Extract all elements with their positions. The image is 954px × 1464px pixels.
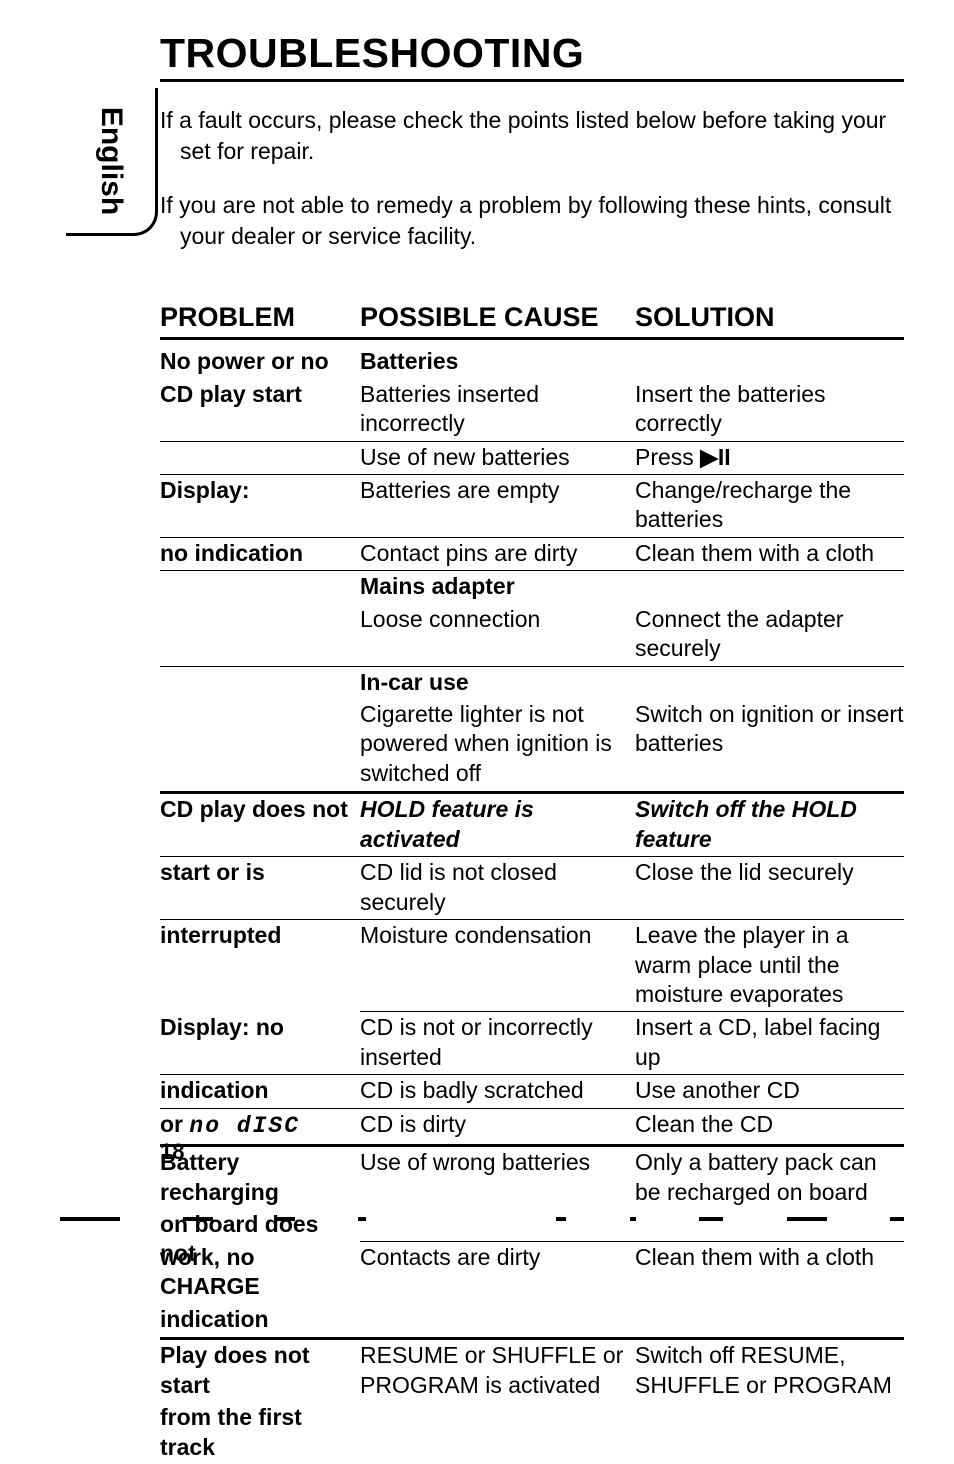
table-row: from the first track bbox=[160, 1402, 904, 1464]
table-row: In-car use bbox=[160, 667, 904, 699]
problem-cell: CD play does not bbox=[160, 795, 360, 824]
display-text: no dISC bbox=[189, 1113, 300, 1139]
table-row: Display: Batteries are empty Change/rech… bbox=[160, 475, 904, 538]
table-row: work, no CHARGE Contacts are dirty Clean… bbox=[160, 1242, 904, 1304]
cause-cell: Contact pins are dirty bbox=[360, 539, 635, 568]
table-row: Mains adapter bbox=[160, 571, 904, 603]
intro-paragraph-1: If a fault occurs, please check the poin… bbox=[160, 105, 894, 167]
cause-cell: CD is not or incorrectly inserted bbox=[360, 1013, 635, 1072]
page-title: TROUBLESHOOTING bbox=[160, 30, 904, 82]
table-row: Play does not start RESUME or SHUFFLE or… bbox=[160, 1340, 904, 1402]
header-solution: SOLUTION bbox=[635, 302, 904, 333]
problem-cell: Display: no bbox=[160, 1013, 360, 1042]
solution-cell: Change/recharge the batteries bbox=[635, 476, 904, 535]
table-row: indication CD is badly scratched Use ano… bbox=[160, 1075, 904, 1108]
table-row: CD play start Batteries inserted incorre… bbox=[160, 379, 904, 442]
cause-cell: CD is dirty bbox=[360, 1110, 635, 1139]
solution-cell: Insert a CD, label facing up bbox=[635, 1013, 904, 1072]
intro-paragraph-2: If you are not able to remedy a problem … bbox=[160, 190, 894, 252]
table-header: PROBLEM POSSIBLE CAUSE SOLUTION bbox=[160, 302, 904, 340]
page-number: 18 bbox=[160, 1139, 184, 1165]
cause-cell: Loose connection bbox=[360, 605, 635, 634]
solution-cell: Close the lid securely bbox=[635, 858, 904, 887]
cause-cell: HOLD feature is activated bbox=[360, 795, 635, 854]
problem-cell: or no dISC bbox=[160, 1110, 360, 1141]
header-cause: POSSIBLE CAUSE bbox=[360, 302, 635, 333]
header-problem: PROBLEM bbox=[160, 302, 360, 333]
table-row: interrupted Moisture condensation Leave … bbox=[160, 920, 904, 1011]
table-row: indication bbox=[160, 1304, 904, 1340]
solution-cell: Only a battery pack can be recharged on … bbox=[635, 1148, 904, 1207]
cause-cell: CD is badly scratched bbox=[360, 1076, 635, 1105]
footer-dashes bbox=[60, 1217, 904, 1223]
table-row: No power or no Batteries bbox=[160, 346, 904, 378]
solution-text: Press bbox=[635, 444, 700, 470]
solution-cell: Switch off the HOLD feature bbox=[635, 795, 904, 854]
cause-cell: Contacts are dirty bbox=[360, 1243, 635, 1272]
language-label: English bbox=[94, 106, 128, 214]
table-row: CD play does not HOLD feature is activat… bbox=[160, 794, 904, 857]
problem-text: or bbox=[160, 1111, 189, 1137]
solution-cell: Clean them with a cloth bbox=[635, 539, 904, 568]
problem-cell: work, no CHARGE bbox=[160, 1243, 360, 1302]
cause-cell: CD lid is not closed securely bbox=[360, 858, 635, 917]
cause-cell: Cigarette lighter is not powered when ig… bbox=[360, 700, 635, 788]
problem-cell: Battery recharging bbox=[160, 1148, 360, 1207]
manual-page: TROUBLESHOOTING English If a fault occur… bbox=[0, 0, 954, 1265]
cause-subheading: Mains adapter bbox=[360, 572, 635, 601]
cause-subheading: In-car use bbox=[360, 668, 635, 697]
problem-cell: from the first track bbox=[160, 1403, 360, 1462]
problem-cell: No power or no bbox=[160, 347, 360, 376]
table-row: Use of new batteries Press ▶II bbox=[160, 442, 904, 475]
troubleshooting-table: PROBLEM POSSIBLE CAUSE SOLUTION No power… bbox=[160, 302, 904, 1464]
solution-cell: Switch off RESUME, SHUFFLE or PROGRAM bbox=[635, 1341, 904, 1400]
table-row: or no dISC CD is dirty Clean the CD bbox=[160, 1109, 904, 1147]
problem-cell: no indication bbox=[160, 539, 360, 568]
solution-cell: Clean the CD bbox=[635, 1110, 904, 1139]
table-row: no indication Contact pins are dirty Cle… bbox=[160, 538, 904, 571]
cause-cell: RESUME or SHUFFLE or PROGRAM is activate… bbox=[360, 1341, 635, 1400]
problem-cell: Play does not start bbox=[160, 1341, 360, 1400]
solution-cell: Leave the player in a warm place until t… bbox=[635, 921, 904, 1009]
language-tab: English bbox=[66, 88, 158, 236]
solution-cell: Clean them with a cloth bbox=[635, 1243, 904, 1272]
play-pause-icon: ▶II bbox=[700, 444, 730, 470]
problem-cell: indication bbox=[160, 1305, 360, 1334]
cause-cell: Batteries inserted incorrectly bbox=[360, 380, 635, 439]
cause-subheading: Batteries bbox=[360, 347, 635, 376]
problem-cell: start or is bbox=[160, 858, 360, 887]
problem-cell: Display: bbox=[160, 476, 360, 505]
solution-cell: Switch on ignition or insert batteries bbox=[635, 700, 904, 759]
table-row: Battery recharging Use of wrong batterie… bbox=[160, 1147, 904, 1209]
cause-cell: Batteries are empty bbox=[360, 476, 635, 505]
solution-cell: Connect the adapter securely bbox=[635, 605, 904, 664]
table-row: Cigarette lighter is not powered when ig… bbox=[160, 699, 904, 794]
problem-cell: interrupted bbox=[160, 921, 360, 950]
problem-cell: indication bbox=[160, 1076, 360, 1105]
solution-cell: Insert the batteries correctly bbox=[635, 380, 904, 439]
table-row: start or is CD lid is not closed securel… bbox=[160, 857, 904, 920]
cause-cell: Use of wrong batteries bbox=[360, 1148, 635, 1177]
solution-cell: Press ▶II bbox=[635, 443, 904, 472]
cause-cell: Moisture condensation bbox=[360, 921, 635, 950]
table-row: Display: no CD is not or incorrectly ins… bbox=[160, 1012, 904, 1075]
solution-cell: Use another CD bbox=[635, 1076, 904, 1105]
cause-cell: Use of new batteries bbox=[360, 443, 635, 472]
table-row: Loose connection Connect the adapter sec… bbox=[160, 604, 904, 667]
problem-cell: CD play start bbox=[160, 380, 360, 409]
